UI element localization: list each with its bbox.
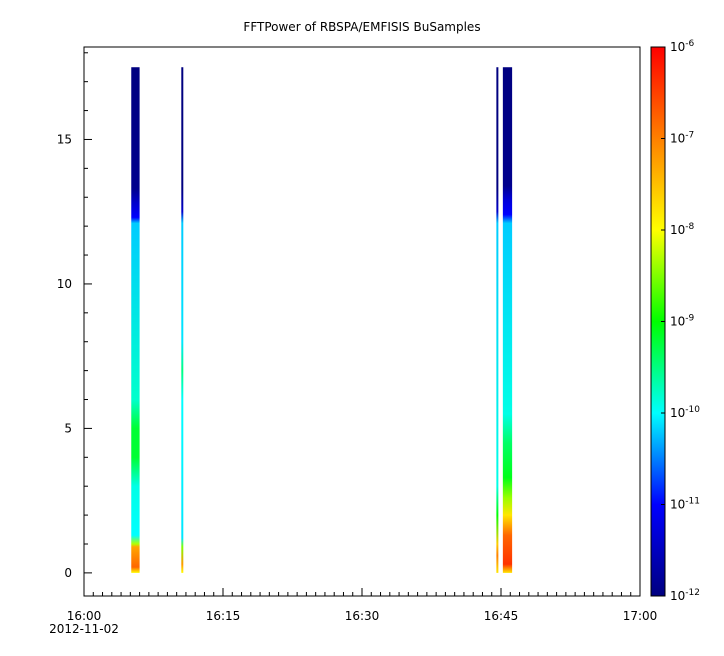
colorbar-tick-label: 10-8 [670,222,695,237]
plot-frame [83,46,641,597]
spectrogram-column [131,67,140,573]
x-tick-label: 16:00 [67,609,102,623]
x-tick-label: 16:15 [206,609,241,623]
spectrogram-column [181,67,184,573]
x-tick-label: 17:00 [623,609,658,623]
colorbar-tick-label: 10-11 [670,497,700,512]
spectrogram-column [496,67,499,573]
chart-title: FFTPower of RBSPA/EMFISIS BuSamples [243,20,480,34]
spectrogram-columns [131,67,513,573]
y-tick-label: 0 [64,566,72,580]
colorbar-tick-label: 10-9 [670,314,695,329]
colorbar-tick-label: 10-12 [670,588,700,603]
spectrogram-column [502,67,513,573]
x-tick-label: 16:30 [345,609,380,623]
colorbar-tick-label: 10-7 [670,131,694,146]
colorbar-tick-label: 10-6 [670,39,695,54]
y-tick-label: 10 [57,277,72,291]
colorbar: 10-12 10-11 10-10 10-9 10-8 10-7 10-6 [650,39,700,603]
y-tick-label: 15 [57,132,72,146]
x-tick-date-label: 2012-11-02 [49,622,119,636]
y-axis: 0 5 10 15 [57,52,92,580]
y-tick-label: 5 [64,421,72,435]
colorbar-tick-label: 10-10 [670,405,700,420]
x-tick-label: 16:45 [484,609,519,623]
